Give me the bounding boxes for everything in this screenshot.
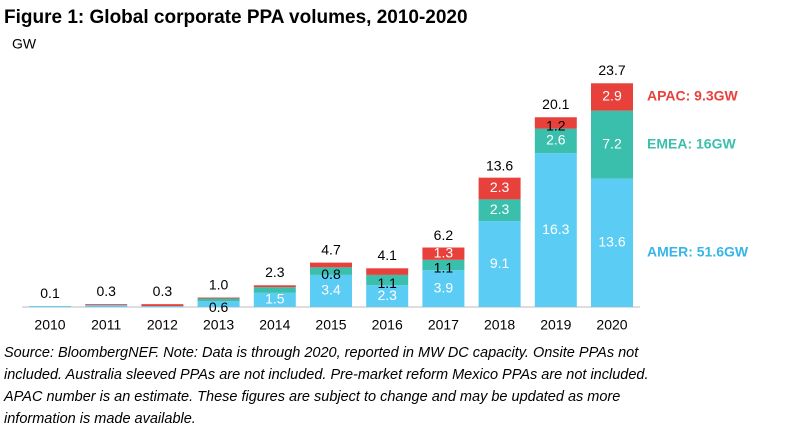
x-tick-label: 2019 — [540, 317, 571, 333]
bar-segment — [422, 270, 465, 307]
note: information is made available. — [4, 411, 196, 427]
bar-segment — [591, 110, 633, 179]
bar-segment — [366, 274, 409, 286]
bar-segment — [591, 83, 633, 111]
legend-label: EMEA: 16GW — [647, 135, 736, 151]
bar-segment — [253, 292, 296, 307]
bar-segment — [366, 268, 409, 275]
note: Source: BloombergNEF. Note: Data is thro… — [4, 345, 639, 361]
x-tick-label: 2017 — [428, 317, 459, 333]
bar-segment — [253, 285, 296, 288]
x-tick-label: 2014 — [259, 317, 290, 333]
x-tick-label: 2016 — [372, 317, 403, 333]
bar-segment — [366, 285, 409, 307]
bar-segment — [422, 259, 465, 271]
chart-title: Figure 1: Global corporate PPA volumes, … — [4, 7, 468, 28]
data-label: 2.9 — [602, 88, 622, 104]
total-label: 6.2 — [434, 227, 454, 243]
bar-segment — [478, 177, 521, 200]
data-label: 1.5 — [265, 291, 285, 307]
data-label: 7.2 — [602, 135, 622, 151]
x-tick-label: 2010 — [34, 317, 65, 333]
bar-segment — [197, 297, 240, 299]
data-label: 3.4 — [321, 282, 341, 298]
total-label: 0.3 — [153, 283, 173, 299]
bar-segment — [310, 267, 352, 275]
data-label: 0.8 — [321, 266, 341, 282]
note: included. Australia sleeved PPAs are not… — [4, 367, 649, 383]
data-label: 2.3 — [490, 201, 510, 217]
total-label: 2.3 — [265, 264, 285, 280]
total-label: 0.3 — [96, 283, 116, 299]
data-label: 2.3 — [490, 179, 510, 195]
total-label: 0.1 — [40, 285, 60, 301]
bar-segment — [310, 274, 352, 307]
bar-segment — [478, 199, 521, 222]
bar-segment — [534, 117, 577, 129]
total-label: 13.6 — [486, 157, 513, 173]
x-tick-label: 2020 — [596, 317, 627, 333]
bar-segment — [253, 287, 296, 293]
total-label: 1.0 — [209, 276, 229, 292]
bar-segment — [591, 178, 633, 307]
legend-label: APAC: 9.3GW — [647, 88, 739, 104]
bar-segment — [141, 304, 184, 307]
total-label: 23.7 — [598, 62, 625, 78]
data-label: 2.3 — [377, 287, 397, 303]
total-label: 20.1 — [542, 96, 569, 112]
x-tick-label: 2015 — [315, 317, 346, 333]
data-label: 1.2 — [546, 118, 566, 134]
bar-segment — [85, 305, 128, 307]
bar-segment — [534, 128, 577, 154]
data-label: 9.1 — [490, 255, 510, 271]
note: APAC number is an estimate. These figure… — [3, 389, 620, 405]
x-tick-label: 2011 — [91, 317, 121, 333]
bar-segment — [141, 306, 184, 307]
data-label: 2.6 — [546, 132, 566, 148]
bar-segment — [534, 153, 577, 307]
total-label: 4.7 — [321, 241, 341, 257]
bar-segment — [478, 221, 521, 307]
bar-segment — [197, 301, 240, 307]
data-label: 1.1 — [434, 260, 454, 276]
total-label: 4.1 — [377, 247, 397, 263]
legend-label: AMER: 51.6GW — [647, 244, 749, 260]
x-tick-label: 2018 — [484, 317, 515, 333]
bar-segment — [197, 298, 240, 302]
data-label: 1.3 — [434, 244, 454, 260]
x-tick-label: 2012 — [147, 317, 178, 333]
data-label: 3.9 — [434, 279, 454, 295]
data-label: 0.6 — [209, 299, 229, 315]
bar-segment — [310, 262, 352, 268]
bar-segment — [85, 304, 128, 306]
data-label: 1.1 — [377, 275, 397, 291]
bar-segment — [29, 306, 71, 307]
y-axis-label: GW — [12, 36, 37, 52]
data-label: 16.3 — [542, 221, 569, 237]
data-label: 13.6 — [598, 234, 625, 250]
x-tick-label: 2013 — [203, 317, 234, 333]
bar-segment — [422, 247, 465, 260]
